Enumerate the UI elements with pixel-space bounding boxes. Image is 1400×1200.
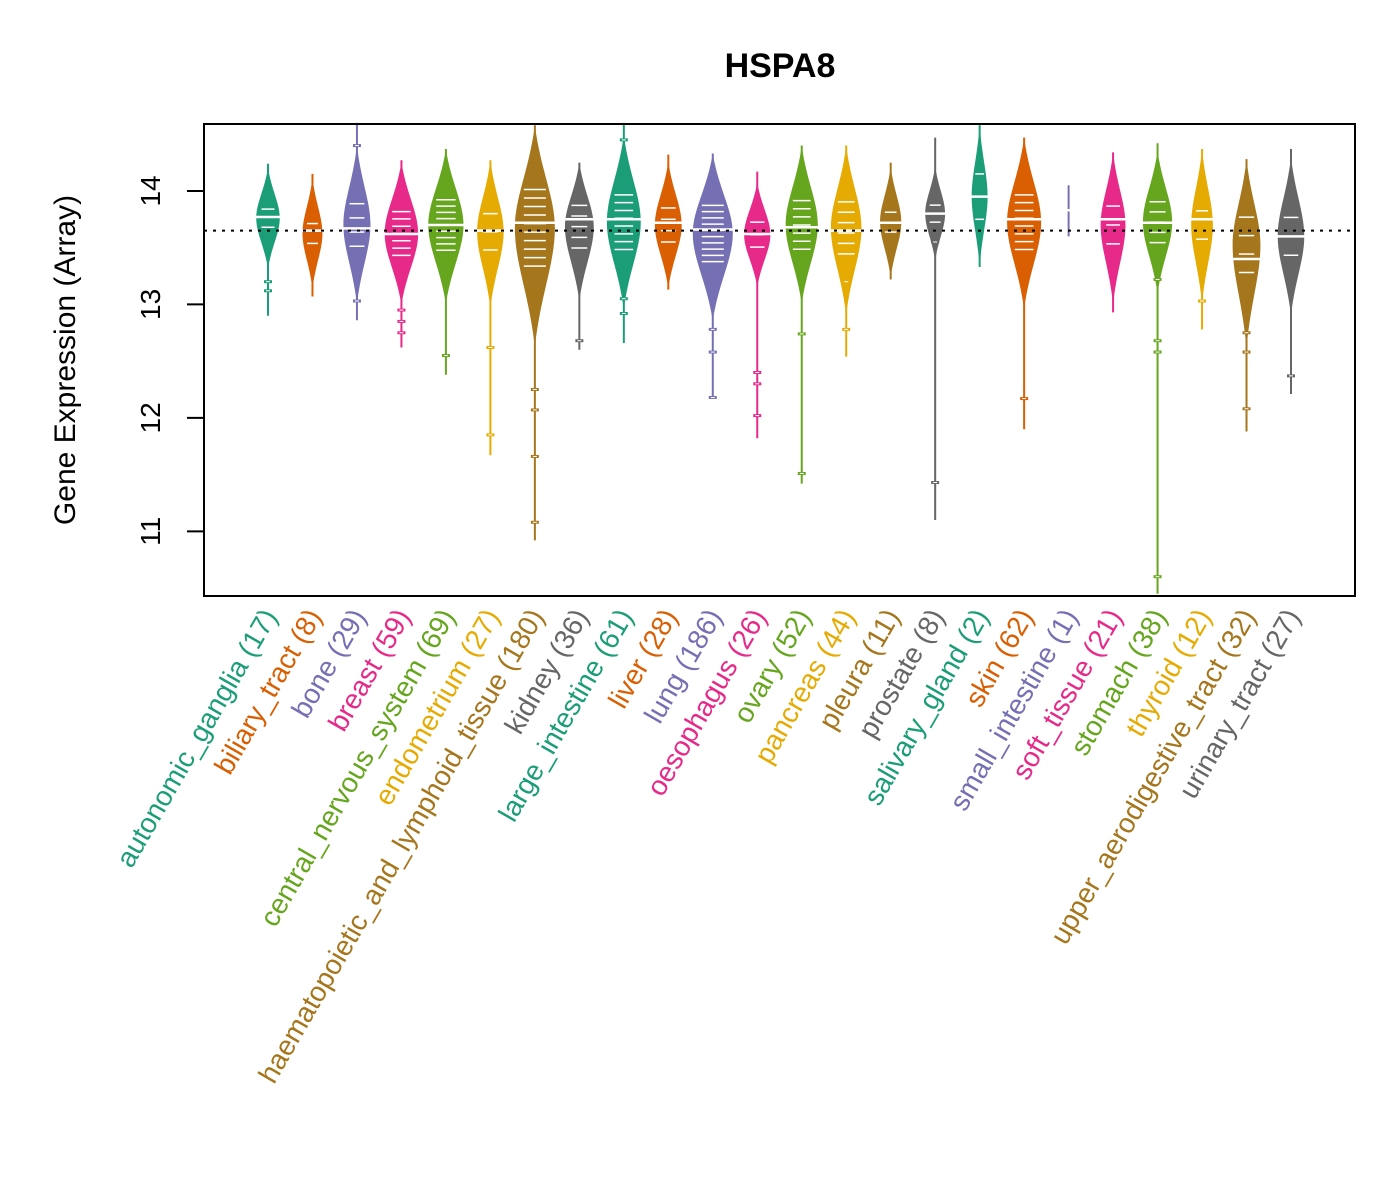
violin-body — [606, 134, 641, 310]
violin-prostate — [923, 137, 948, 520]
violin-small-intestine — [1059, 185, 1079, 237]
violin-liver — [652, 154, 684, 290]
violin-body — [477, 160, 504, 309]
violin-haematopoietic-and-lymphoid-tissue — [512, 125, 557, 541]
violin-body — [302, 177, 323, 290]
violin-biliary-tract — [300, 173, 325, 297]
violin-body — [564, 162, 594, 302]
y-tick-label: 13 — [135, 289, 166, 320]
y-tick-label: 12 — [135, 402, 166, 433]
violin-body — [514, 125, 555, 347]
y-tick-label: 14 — [135, 175, 166, 206]
violin-kidney — [562, 162, 596, 350]
violin-endometrium — [475, 160, 506, 456]
x-axis-labels: autonomic_ganglia (17)biliary_tract (8)b… — [110, 604, 1306, 1089]
violin-autonomic-ganglia — [254, 163, 282, 316]
y-axis: 11 12 13 14 — [135, 175, 205, 546]
violin-oesophagus — [742, 171, 773, 439]
violin-large-intestine — [604, 122, 643, 343]
violin-body — [654, 161, 682, 289]
violin-salivary-gland — [969, 125, 990, 267]
violins — [254, 122, 1307, 594]
violin-lung — [690, 153, 735, 399]
violin-pleura — [878, 162, 904, 280]
violin-thyroid — [1189, 148, 1215, 330]
chart-title: HSPA8 — [725, 47, 836, 85]
violin-urinary-tract — [1275, 148, 1307, 395]
violin-skin — [1005, 137, 1044, 430]
violin-pancreas — [828, 145, 864, 357]
violin-body — [428, 148, 464, 305]
violin-body — [1191, 148, 1213, 305]
violin-central-nervous-system — [426, 148, 466, 375]
violin-bone — [341, 122, 373, 321]
violin-upper-aerodigestive-tract — [1230, 159, 1263, 432]
violin-stomach — [1140, 143, 1175, 594]
y-tick-label: 11 — [135, 517, 166, 546]
violin-soft-tissue — [1098, 152, 1128, 313]
violin-body — [1100, 152, 1126, 305]
violin-breast — [382, 160, 421, 348]
violin-ovary — [783, 145, 820, 484]
violin-body — [1007, 137, 1042, 310]
y-axis-label: Gene Expression (Array) — [49, 195, 82, 525]
violin-body — [343, 145, 371, 305]
plot-frame — [203, 123, 1356, 597]
